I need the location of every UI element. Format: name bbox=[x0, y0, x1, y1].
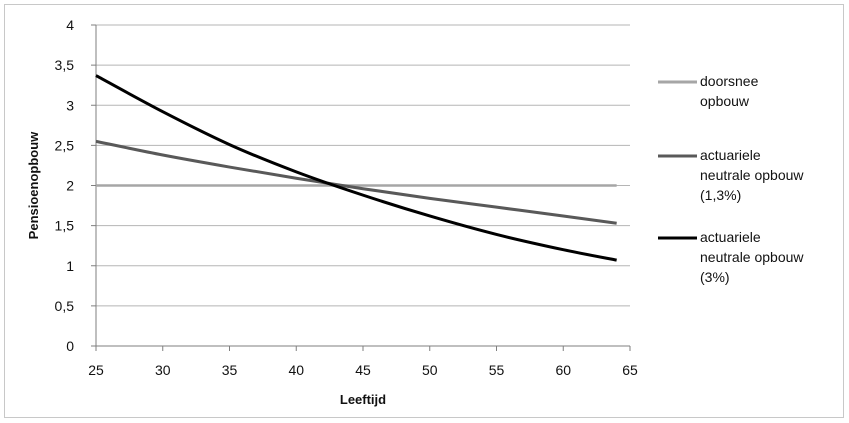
x-tick-label: 40 bbox=[288, 362, 304, 378]
legend-label-2: neutrale opbouw bbox=[700, 167, 804, 183]
legend-label-1: doorsnee bbox=[700, 73, 759, 89]
y-tick-label: 3,5 bbox=[55, 57, 75, 73]
y-tick-label: 0 bbox=[66, 338, 74, 354]
y-axis-title: Pensioenopbouw bbox=[26, 131, 41, 240]
y-tick-label: 2,5 bbox=[55, 137, 75, 153]
chart-frame bbox=[4, 4, 844, 418]
y-tick-label: 1 bbox=[66, 258, 74, 274]
x-tick-label: 35 bbox=[222, 362, 238, 378]
y-tick-label: 0,5 bbox=[55, 298, 75, 314]
y-tick-label: 1,5 bbox=[55, 218, 75, 234]
x-axis-title: Leeftijd bbox=[340, 392, 386, 407]
axes: 0 0,5 1 1,5 2 2,5 3 3,5 4 25 30 35 40 45 50 55 60 65 bbox=[55, 17, 638, 378]
legend-label-3: actuariele bbox=[700, 229, 761, 245]
legend-label-3: (3%) bbox=[700, 269, 730, 285]
series-line-3 bbox=[95, 74, 617, 262]
x-tick-label: 50 bbox=[422, 362, 438, 378]
legend-label-2: actuariele bbox=[700, 147, 761, 163]
y-tick-label: 3 bbox=[66, 97, 74, 113]
x-tick-label: 65 bbox=[622, 362, 638, 378]
y-tick-label: 4 bbox=[66, 17, 74, 33]
x-tick-label: 45 bbox=[355, 362, 371, 378]
series-line-2 bbox=[95, 139, 617, 225]
legend-label-3: neutrale opbouw bbox=[700, 249, 804, 265]
x-tick-label: 60 bbox=[555, 362, 571, 378]
series-lines bbox=[95, 74, 617, 262]
legend: doorsnee opbouw actuariele neutrale opbouw (… bbox=[658, 73, 804, 285]
y-tick-label: 2 bbox=[66, 178, 74, 194]
legend-label-1: opbouw bbox=[700, 93, 750, 109]
x-tick-label: 30 bbox=[155, 362, 171, 378]
legend-label-2: (1,3%) bbox=[700, 187, 741, 203]
x-tick-label: 55 bbox=[489, 362, 505, 378]
x-tick-label: 25 bbox=[88, 362, 104, 378]
